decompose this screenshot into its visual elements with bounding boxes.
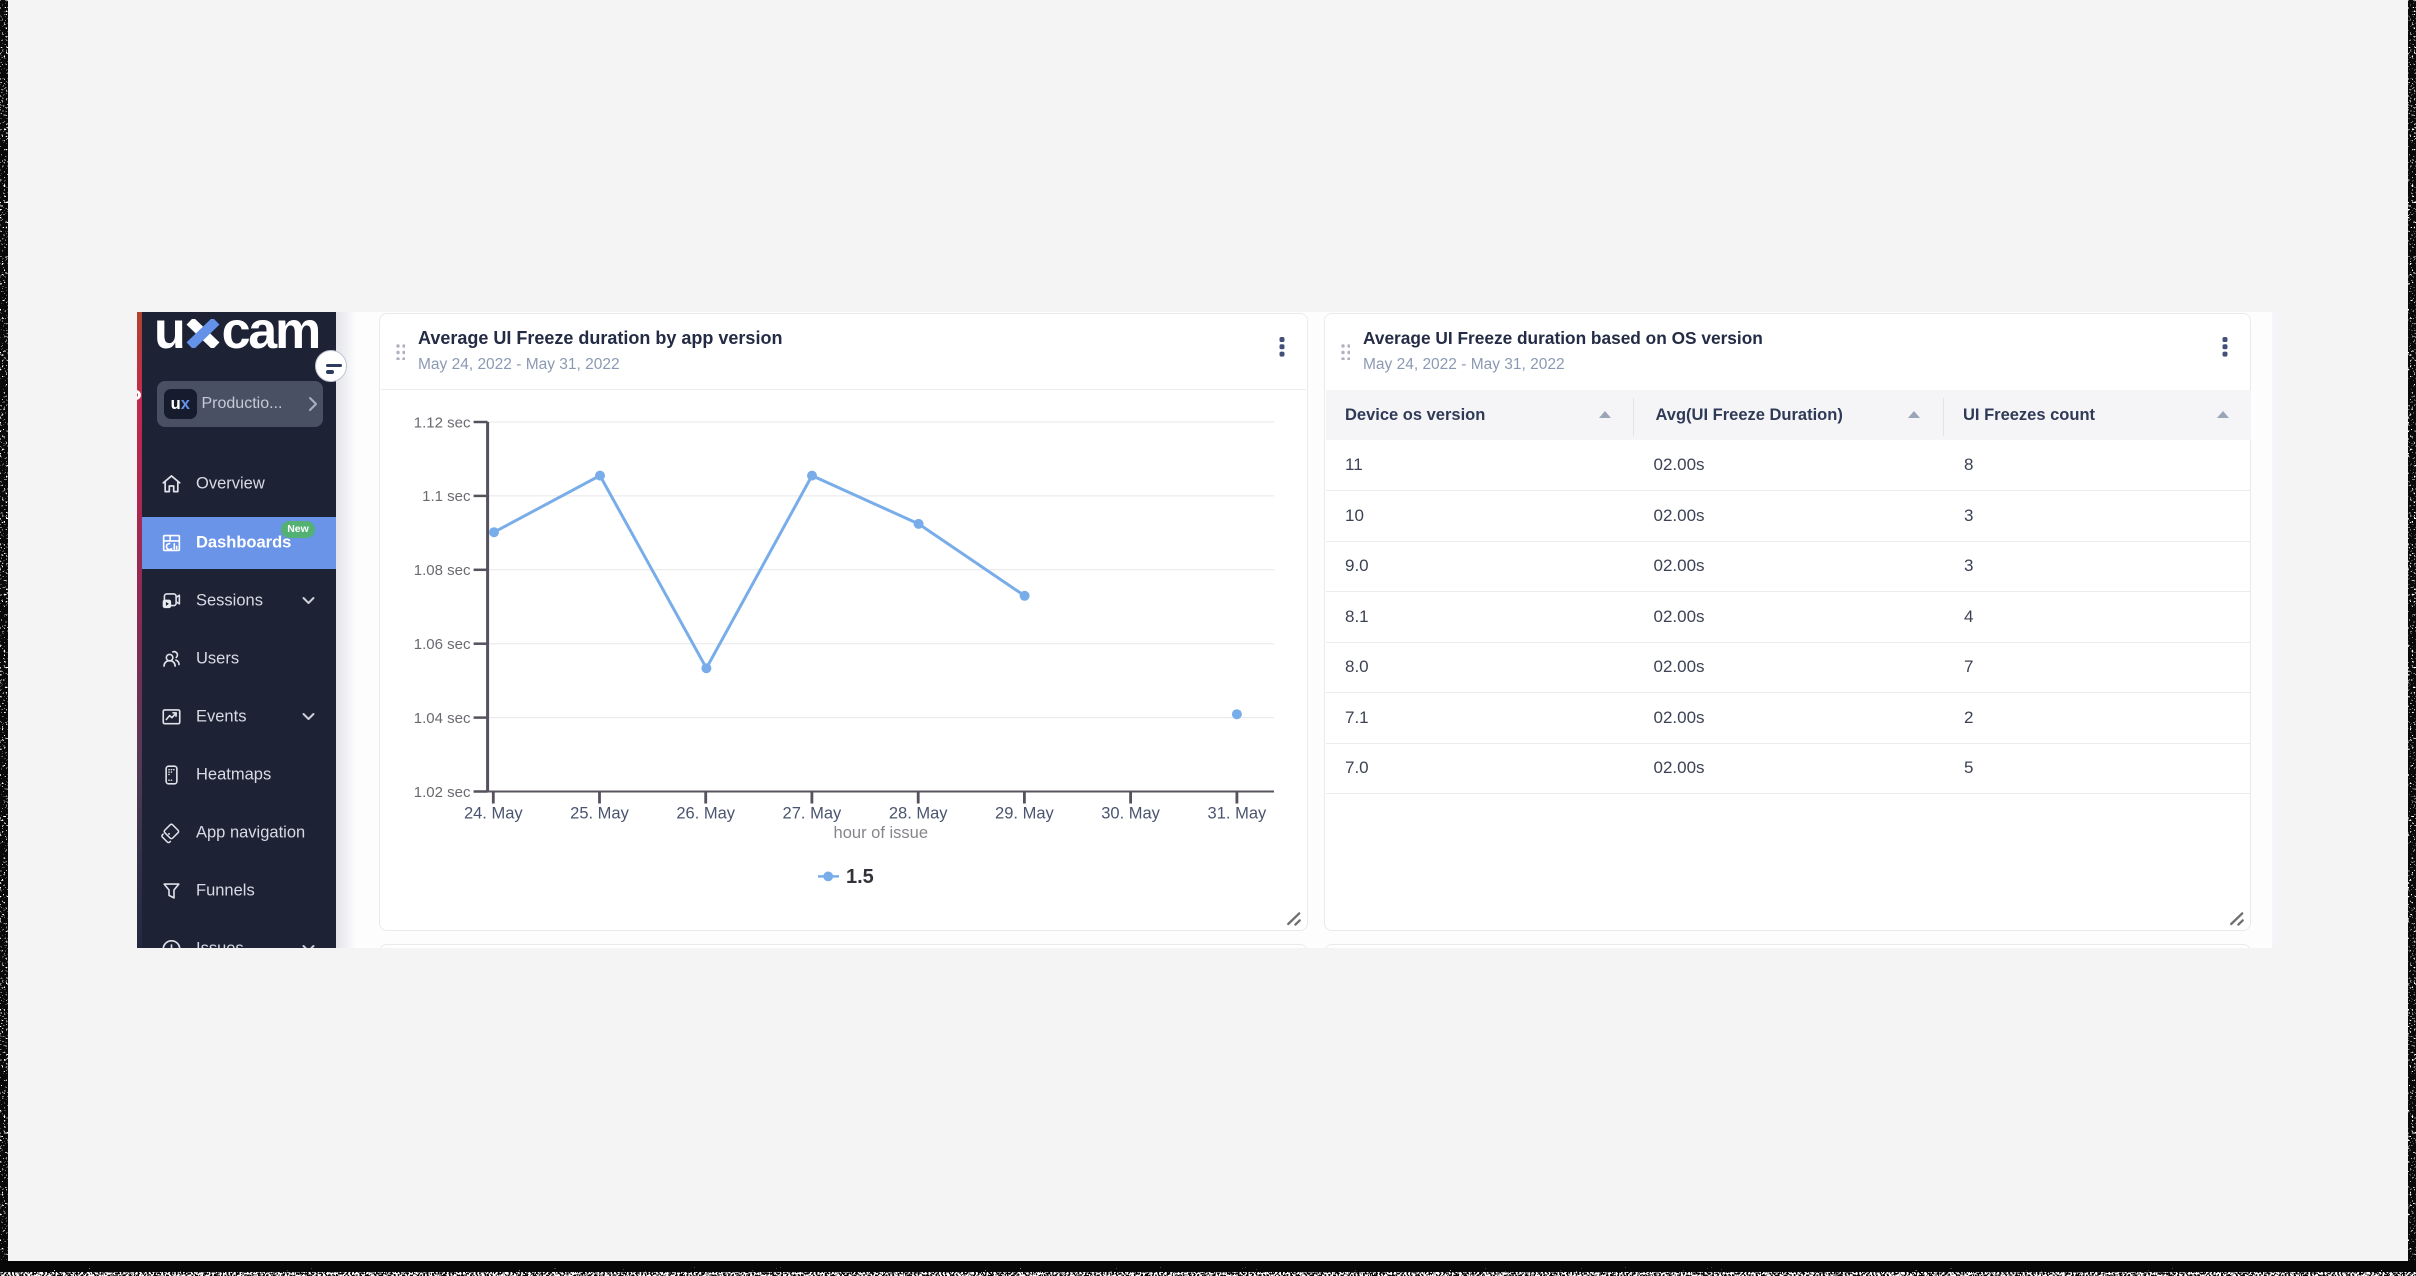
svg-text:1.12 sec: 1.12 sec — [414, 414, 471, 431]
svg-text:28. May: 28. May — [889, 805, 948, 823]
svg-text:hour of issue: hour of issue — [834, 824, 928, 842]
svg-text:30. May: 30. May — [1101, 805, 1160, 823]
svg-text:1.08 sec: 1.08 sec — [414, 562, 471, 579]
svg-text:26. May: 26. May — [676, 805, 735, 823]
svg-text:25. May: 25. May — [570, 805, 629, 823]
svg-text:1.06 sec: 1.06 sec — [414, 636, 471, 653]
svg-text:29. May: 29. May — [995, 805, 1054, 823]
svg-text:27. May: 27. May — [783, 805, 842, 823]
svg-text:24. May: 24. May — [464, 805, 523, 823]
svg-text:31. May: 31. May — [1208, 805, 1267, 823]
svg-text:1.02 sec: 1.02 sec — [414, 784, 471, 801]
svg-text:1.04 sec: 1.04 sec — [414, 710, 471, 727]
svg-text:1.1 sec: 1.1 sec — [422, 488, 471, 505]
svg-text:1.5: 1.5 — [846, 866, 874, 888]
